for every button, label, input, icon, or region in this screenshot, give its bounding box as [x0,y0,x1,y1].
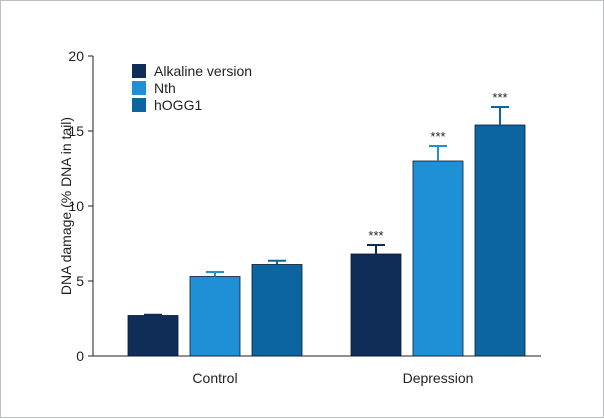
bar [350,253,402,357]
bar [474,124,526,357]
bar [412,160,464,357]
legend-label: hOGG1 [154,97,202,113]
x-tick-label: Control [192,370,237,386]
bar [189,276,241,357]
legend-swatch [132,98,146,112]
legend-swatch [132,81,146,95]
y-tick-label: 0 [76,348,84,364]
legend-label: Alkaline version [154,63,252,79]
bars: *** *** *** [127,90,526,357]
legend-label: Nth [154,80,176,96]
bar [251,264,303,357]
legend-swatch [132,64,146,78]
significance-label: *** [492,90,507,105]
y-tick-label: 20 [68,48,84,64]
significance-label: *** [430,129,445,144]
y-tick-label: 10 [68,198,84,214]
significance-label: *** [368,228,383,243]
y-tick-label: 15 [68,123,84,139]
y-axis-label: DNA damage (% DNA in tail) [58,117,74,295]
y-tick-label: 5 [76,273,84,289]
x-tick-label: Depression [403,370,474,386]
bar [127,315,179,357]
